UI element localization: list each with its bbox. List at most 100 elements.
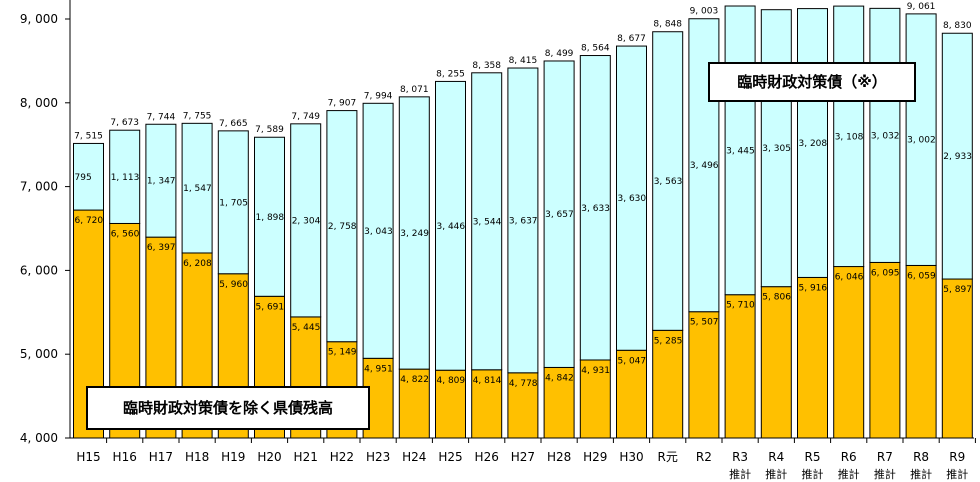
value-label-temporary-bond: 1, 347	[147, 177, 176, 187]
value-label-other-debt: 5, 285	[654, 336, 683, 346]
bar-temporary-bond	[579, 55, 611, 361]
value-label-temporary-bond: 3, 108	[835, 132, 864, 142]
value-label-other-debt: 6, 208	[183, 259, 212, 269]
category-label: R9	[949, 450, 965, 464]
value-label-temporary-bond: 3, 637	[509, 216, 538, 226]
value-label-temporary-bond: 1, 705	[219, 198, 248, 208]
category-label: R4	[768, 450, 784, 464]
category-sublabel: 推計	[838, 467, 860, 481]
bar-temporary-bond	[905, 13, 937, 266]
value-label-temporary-bond: 3, 633	[581, 204, 610, 214]
value-label-other-debt: 4, 931	[581, 366, 610, 376]
value-label-other-debt: 4, 778	[509, 379, 538, 389]
bar-other-debt	[652, 329, 684, 439]
value-label-temporary-bond: 795	[75, 173, 92, 183]
value-label-temporary-bond: 3, 208	[799, 139, 828, 149]
value-label-temporary-bond: 3, 496	[690, 161, 719, 171]
bar-other-debt	[688, 311, 720, 439]
value-label-other-debt: 6, 720	[75, 216, 104, 226]
value-label-temporary-bond: 3, 043	[364, 227, 393, 237]
category-label: R3	[732, 450, 748, 464]
bar-temporary-bond	[290, 123, 322, 318]
bar-temporary-bond	[797, 8, 828, 278]
bar-temporary-bond	[833, 5, 865, 268]
value-label-temporary-bond: 1, 547	[183, 184, 212, 194]
bar-temporary-bond	[109, 129, 141, 224]
total-label: 8, 677	[617, 34, 646, 44]
total-label: 7, 907	[328, 99, 357, 109]
bar-other-debt	[579, 359, 611, 439]
y-tick-label: 6, 000	[20, 263, 58, 277]
total-label: 7, 515	[74, 131, 103, 141]
category-label: H21	[294, 450, 318, 464]
bar-other-debt	[760, 286, 792, 439]
y-tick-label: 5, 000	[20, 347, 58, 361]
bar-other-debt	[941, 278, 973, 439]
value-label-other-debt: 5, 806	[762, 293, 791, 303]
value-label-other-debt: 4, 842	[545, 373, 574, 383]
y-tick-label: 7, 000	[20, 180, 58, 194]
bar-temporary-bond	[435, 80, 466, 371]
value-label-other-debt: 5, 047	[618, 356, 647, 366]
category-label: H18	[185, 450, 209, 464]
category-label: H20	[257, 450, 281, 464]
value-label-other-debt: 6, 059	[907, 271, 936, 281]
value-label-other-debt: 5, 445	[292, 323, 321, 333]
category-label: H19	[221, 450, 245, 464]
bar-other-debt	[833, 266, 865, 439]
value-label-other-debt: 4, 951	[364, 364, 393, 374]
bar-temporary-bond	[398, 96, 430, 370]
value-label-temporary-bond: 3, 657	[545, 210, 574, 220]
category-sublabel: 推計	[802, 467, 824, 481]
category-sublabel: 推計	[729, 467, 751, 481]
value-label-temporary-bond: 3, 630	[618, 194, 647, 204]
total-label: 7, 994	[364, 91, 393, 101]
category-label: R2	[696, 450, 712, 464]
value-label-other-debt: 5, 916	[799, 283, 828, 293]
total-label: 8, 358	[472, 61, 501, 71]
category-label: R元	[658, 450, 678, 464]
value-label-other-debt: 5, 960	[219, 280, 248, 290]
total-label: 7, 673	[110, 118, 139, 128]
total-label: 7, 665	[219, 119, 248, 129]
bar-other-debt	[471, 369, 503, 439]
bar-temporary-bond	[724, 5, 756, 296]
bar-temporary-bond	[73, 142, 104, 211]
bar-temporary-bond	[145, 123, 177, 238]
category-label: H29	[583, 450, 607, 464]
category-label: H25	[438, 450, 462, 464]
total-label: 7, 744	[147, 112, 176, 122]
value-label-other-debt: 5, 149	[328, 348, 357, 358]
value-label-other-debt: 5, 507	[690, 318, 719, 328]
value-label-other-debt: 4, 809	[437, 376, 466, 386]
bar-temporary-bond	[217, 130, 249, 275]
category-label: H27	[511, 450, 535, 464]
category-label: H17	[149, 450, 173, 464]
value-label-temporary-bond: 3, 445	[726, 146, 755, 156]
bar-other-debt	[398, 368, 430, 439]
value-label-temporary-bond: 2, 304	[292, 216, 321, 226]
y-tick-label: 9, 000	[20, 12, 58, 26]
bar-temporary-bond	[254, 136, 285, 297]
category-label: H26	[475, 450, 499, 464]
category-label: H24	[402, 450, 426, 464]
value-label-other-debt: 4, 814	[473, 376, 502, 386]
other-debt-series-label: 臨時財政対策債を除く県債残高	[86, 386, 370, 430]
category-sublabel: 推計	[910, 467, 932, 481]
total-label: 8, 499	[545, 49, 574, 59]
bar-temporary-bond	[543, 60, 575, 368]
value-label-temporary-bond: 3, 544	[473, 217, 502, 227]
category-label: H22	[330, 450, 354, 464]
value-label-other-debt: 6, 095	[871, 268, 900, 278]
total-label: 8, 071	[400, 85, 429, 95]
value-label-other-debt: 5, 897	[943, 285, 972, 295]
total-label: 8, 564	[581, 44, 610, 54]
bar-other-debt	[905, 264, 937, 439]
bar-temporary-bond	[652, 31, 684, 331]
bar-temporary-bond	[507, 67, 539, 374]
bar-temporary-bond	[941, 32, 973, 280]
value-label-temporary-bond: 2, 933	[943, 152, 972, 162]
category-label: R5	[805, 450, 821, 464]
bar-temporary-bond	[471, 72, 503, 371]
